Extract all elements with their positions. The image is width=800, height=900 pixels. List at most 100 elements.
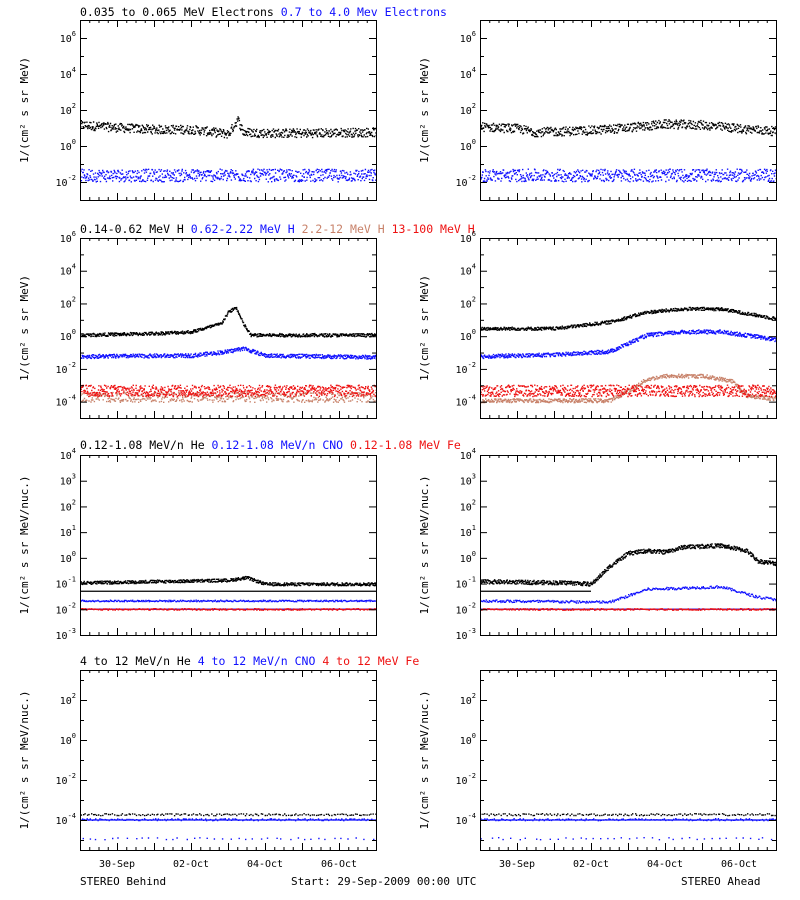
protons-ahead-series-black-3	[480, 306, 776, 331]
protons-ahead-ytick-label: 102	[460, 295, 476, 310]
protons-ahead-ylabel: 1/(cm² s sr MeV)	[418, 275, 431, 381]
footer: STEREO Behind Start: 29-Sep-2009 00:00 U…	[80, 875, 760, 888]
electrons-behind-title: 0.035 to 0.065 MeV Electrons 0.7 to 4.0 …	[80, 5, 447, 19]
heavy-high-ahead-xtick-label: 04-Oct	[647, 859, 683, 870]
heavy-low-behind-series-black-0	[80, 575, 376, 587]
protons-ahead-series-red-1	[480, 384, 776, 398]
electrons-behind-series-blue-1	[80, 168, 376, 183]
heavy-high-behind-xtick-label: 30-Sep	[99, 859, 135, 870]
electrons-ahead-series-black-0	[480, 119, 776, 138]
heavy-high-ahead-panel: 10-4 10-2 100 102 1/(cm² s sr MeV/nuc.) 30-Se…	[418, 670, 777, 870]
electrons-behind-ytick-label: 106	[60, 30, 76, 45]
heavy-low-ahead-ytick-label: 103	[460, 473, 476, 488]
protons-behind-series-blue-2	[80, 346, 376, 360]
heavy-low-ahead-ytick-label: 10-1	[456, 576, 476, 591]
panels: 10-2 100 102 104 106 1/(cm² s sr MeV) 0.035 to…	[18, 5, 777, 870]
protons-ahead-ytick-label: 100	[460, 328, 476, 343]
heavy-high-behind-ytick-label: 100	[60, 732, 76, 747]
heavy-low-ahead-ytick-label: 104	[460, 447, 476, 462]
footer-right-label: STEREO Ahead	[681, 875, 760, 888]
heavy-low-ahead-ytick-label: 10-2	[456, 601, 476, 616]
heavy-low-ahead-series-black-0	[480, 543, 776, 587]
heavy-high-ahead-xtick-label: 02-Oct	[573, 859, 609, 870]
heavy-high-ahead-xtick-label: 06-Oct	[721, 859, 757, 870]
electrons-behind-panel: 10-2 100 102 104 106 1/(cm² s sr MeV)	[18, 20, 377, 201]
protons-behind-title: 0.14-0.62 MeV H 0.62-2.22 MeV H 2.2-12 M…	[80, 222, 475, 236]
heavy-high-behind-panel: 10-4 10-2 100 102 1/(cm² s sr MeV/nuc.) 30-Se…	[18, 670, 377, 870]
electrons-behind-series-black-0	[80, 116, 376, 139]
heavy-high-ahead-ytick-label: 10-2	[456, 772, 476, 787]
protons-ahead-data	[480, 306, 776, 404]
heavy-low-behind-ytick-label: 104	[60, 447, 76, 462]
heavy-high-ahead-series-black-0	[480, 813, 776, 817]
heavy-high-ahead-ytick-label: 100	[460, 732, 476, 747]
protons-behind-ylabel: 1/(cm² s sr MeV)	[18, 275, 31, 381]
heavy-low-behind-ytick-label: 10-1	[56, 576, 76, 591]
heavy-low-ahead-series-blue-1	[480, 585, 776, 604]
electrons-ahead-ytick-label: 10-2	[456, 174, 476, 189]
electrons-ahead-ytick-label: 102	[460, 102, 476, 117]
protons-ahead-series-tan-0	[480, 373, 776, 404]
protons-ahead-ytick-label: 106	[460, 230, 476, 245]
heavy-high-ahead-ytick-label: 10-4	[456, 812, 476, 827]
protons-ahead-panel: 10-4 10-2 100 102 104 106 1/(cm² s sr MeV)	[418, 230, 777, 419]
protons-behind-ytick-label: 106	[60, 230, 76, 245]
heavy-low-behind-data	[80, 575, 376, 611]
protons-behind-ytick-label: 10-2	[56, 361, 76, 376]
protons-ahead-ytick-label: 10-2	[456, 361, 476, 376]
electrons-ahead-frame	[480, 20, 777, 201]
heavy-high-behind-frame	[80, 670, 377, 851]
heavy-low-ahead-ytick-label: 101	[460, 524, 476, 539]
electrons-ahead-data	[480, 119, 776, 183]
footer-left-label: STEREO Behind	[80, 875, 166, 888]
electrons-ahead-ytick-label: 100	[460, 138, 476, 153]
heavy-low-behind-ytick-label: 100	[60, 550, 76, 565]
heavy-low-ahead-ytick-label: 10-3	[456, 627, 476, 642]
protons-ahead-ytick-label: 104	[460, 263, 476, 278]
heavy-high-behind-ytick-label: 102	[60, 692, 76, 707]
electrons-behind-ytick-label: 10-2	[56, 174, 76, 189]
protons-behind-series-black-3	[80, 306, 376, 338]
electrons-ahead-ytick-label: 104	[460, 66, 476, 81]
heavy-low-ahead-data	[480, 543, 776, 611]
electrons-behind-ytick-label: 104	[60, 66, 76, 81]
electrons-behind-ytick-label: 100	[60, 138, 76, 153]
protons-behind-data	[80, 306, 376, 403]
heavy-high-ahead-data	[480, 813, 776, 841]
heavy-high-behind-ylabel: 1/(cm² s sr MeV/nuc.)	[18, 690, 31, 829]
heavy-low-ahead-panel: 10-3 10-2 10-1 100 101 102 103 104 1/(cm² s sr M…	[418, 447, 777, 642]
heavy-low-behind-ytick-label: 101	[60, 524, 76, 539]
footer-center-label: Start: 29-Sep-2009 00:00 UTC	[291, 875, 476, 888]
heavy-high-behind-series-black-0	[80, 813, 376, 817]
heavy-low-ahead-ylabel: 1/(cm² s sr MeV/nuc.)	[418, 475, 431, 614]
electrons-behind-ylabel: 1/(cm² s sr MeV)	[18, 57, 31, 163]
heavy-low-behind-series-blue-1	[80, 599, 376, 603]
heavy-low-behind-ytick-label: 10-3	[56, 627, 76, 642]
protons-ahead-series-blue-2	[480, 329, 776, 360]
heavy-high-behind-title: 4 to 12 MeV/n He 4 to 12 MeV/n CNO 4 to …	[80, 654, 419, 668]
heavy-high-behind-data	[80, 813, 376, 841]
electrons-ahead-ytick-label: 106	[460, 30, 476, 45]
heavy-low-ahead-series-red-2	[480, 608, 776, 611]
heavy-low-behind-ylabel: 1/(cm² s sr MeV/nuc.)	[18, 475, 31, 614]
heavy-high-ahead-ytick-label: 102	[460, 692, 476, 707]
heavy-low-behind-title: 0.12-1.08 MeV/n He 0.12-1.08 MeV/n CNO 0…	[80, 438, 461, 452]
electrons-behind-data	[80, 116, 376, 183]
protons-behind-panel: 10-4 10-2 100 102 104 106 1/(cm² s sr MeV)	[18, 230, 377, 419]
protons-behind-ytick-label: 10-4	[56, 394, 76, 409]
electrons-behind-ytick-label: 102	[60, 102, 76, 117]
protons-behind-series-tan-0	[80, 391, 376, 403]
heavy-high-behind-xtick-label: 02-Oct	[173, 859, 209, 870]
heavy-high-behind-series-blue-2	[82, 837, 375, 841]
heavy-high-ahead-ylabel: 1/(cm² s sr MeV/nuc.)	[418, 690, 431, 829]
heavy-low-behind-ytick-label: 10-2	[56, 601, 76, 616]
protons-behind-series-red-1	[80, 384, 376, 398]
protons-behind-ytick-label: 102	[60, 295, 76, 310]
heavy-high-behind-series-blue-1	[80, 818, 376, 822]
heavy-low-ahead-ytick-label: 102	[460, 498, 476, 513]
heavy-high-behind-ytick-label: 10-2	[56, 772, 76, 787]
heavy-high-ahead-xtick-label: 30-Sep	[499, 859, 535, 870]
protons-behind-ytick-label: 100	[60, 328, 76, 343]
heavy-high-behind-ytick-label: 10-4	[56, 812, 76, 827]
electrons-ahead-panel: 10-2 100 102 104 106 1/(cm² s sr MeV)	[418, 20, 777, 201]
